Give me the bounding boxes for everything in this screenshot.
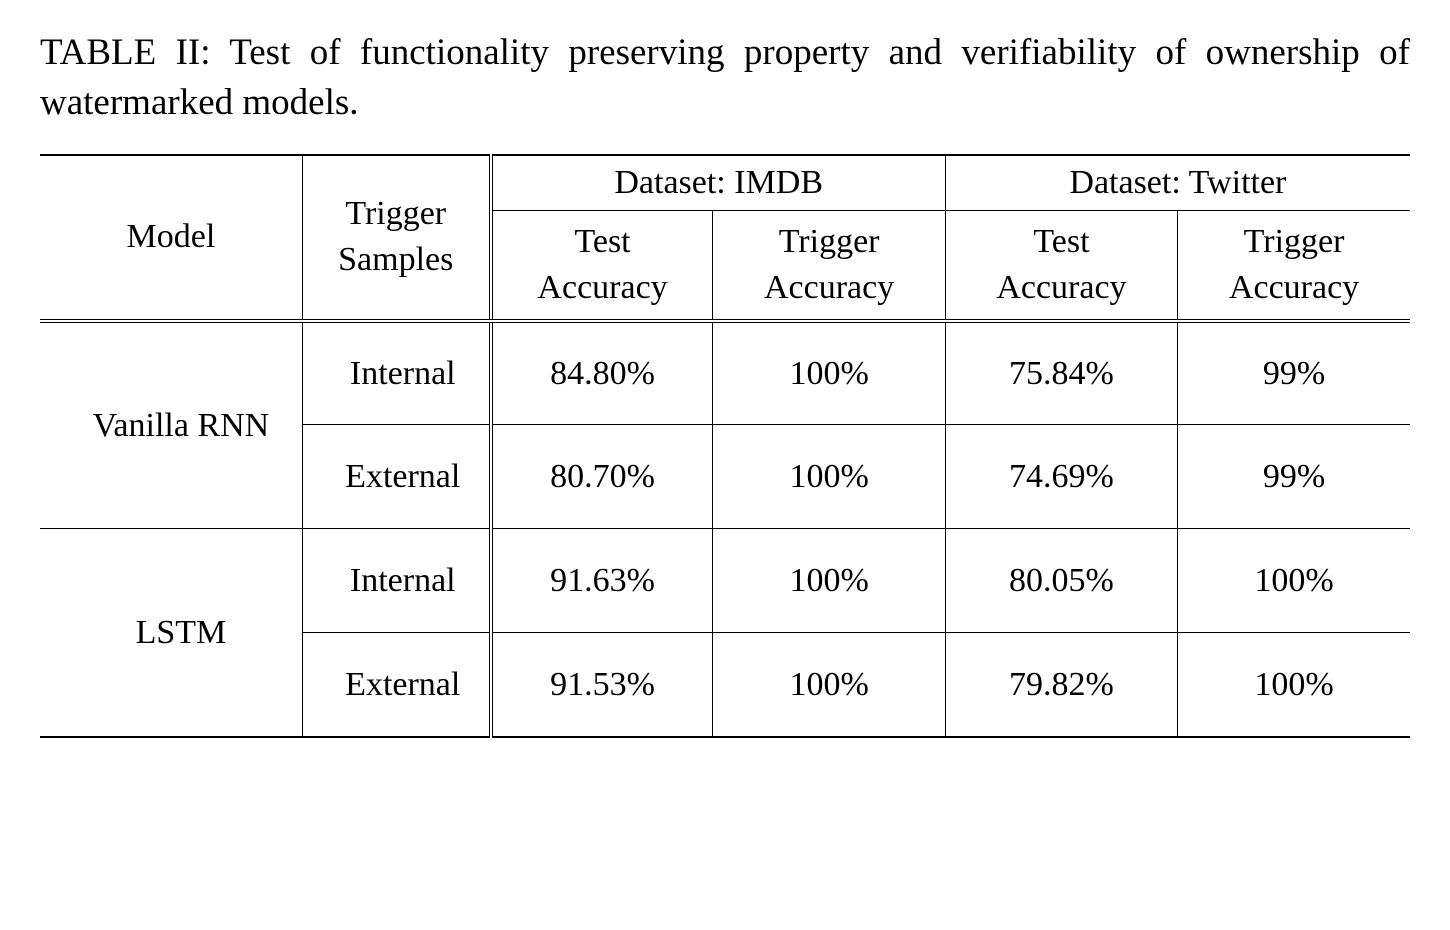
col-header-trig-l2b: Accuracy xyxy=(1229,269,1359,306)
col-header-test-l2b: Accuracy xyxy=(996,269,1126,306)
cell-trigger: External xyxy=(302,633,490,737)
col-header-dataset-twitter: Dataset: Twitter xyxy=(945,155,1410,211)
cell-value: 79.82% xyxy=(945,633,1177,737)
cell-value: 84.80% xyxy=(491,321,713,425)
col-header-trig-l1: Trigger xyxy=(779,223,880,260)
cell-value: 100% xyxy=(713,529,945,633)
cell-value: 80.70% xyxy=(491,425,713,529)
cell-value: 91.53% xyxy=(491,633,713,737)
col-header-test-l1b: Test xyxy=(1033,223,1089,260)
cell-value: 100% xyxy=(713,425,945,529)
col-header-imdb-test: Test Accuracy xyxy=(491,211,713,321)
col-header-twitter-trigger: Trigger Accuracy xyxy=(1178,211,1410,321)
results-table: Model Trigger Samples Dataset: IMDB Data… xyxy=(40,154,1410,738)
cell-trigger: Internal xyxy=(302,529,490,633)
cell-trigger: Internal xyxy=(302,321,490,425)
col-header-trigger-samples-l1: Trigger xyxy=(345,195,446,232)
col-header-imdb-trigger: Trigger Accuracy xyxy=(713,211,945,321)
col-header-trig-l2: Accuracy xyxy=(764,269,894,306)
cell-value: 100% xyxy=(1178,633,1410,737)
table-row: Vanilla RNN Internal 84.80% 100% 75.84% … xyxy=(40,321,1410,425)
col-header-test-l2: Accuracy xyxy=(537,269,667,306)
cell-value: 75.84% xyxy=(945,321,1177,425)
col-header-trig-l1b: Trigger xyxy=(1244,223,1345,260)
cell-model: LSTM xyxy=(40,529,302,737)
col-header-model: Model xyxy=(40,155,302,321)
cell-value: 80.05% xyxy=(945,529,1177,633)
table-row: LSTM Internal 91.63% 100% 80.05% 100% xyxy=(40,529,1410,633)
cell-value: 100% xyxy=(713,321,945,425)
cell-trigger: External xyxy=(302,425,490,529)
col-header-twitter-test: Test Accuracy xyxy=(945,211,1177,321)
cell-value: 74.69% xyxy=(945,425,1177,529)
cell-model: Vanilla RNN xyxy=(40,321,302,529)
col-header-test-l1: Test xyxy=(574,223,630,260)
table-caption: TABLE II: Test of functionality preservi… xyxy=(40,28,1410,128)
cell-value: 99% xyxy=(1178,425,1410,529)
cell-value: 99% xyxy=(1178,321,1410,425)
cell-value: 91.63% xyxy=(491,529,713,633)
col-header-trigger-samples: Trigger Samples xyxy=(302,155,490,321)
col-header-trigger-samples-l2: Samples xyxy=(338,241,453,278)
cell-value: 100% xyxy=(713,633,945,737)
cell-value: 100% xyxy=(1178,529,1410,633)
col-header-dataset-imdb: Dataset: IMDB xyxy=(491,155,946,211)
